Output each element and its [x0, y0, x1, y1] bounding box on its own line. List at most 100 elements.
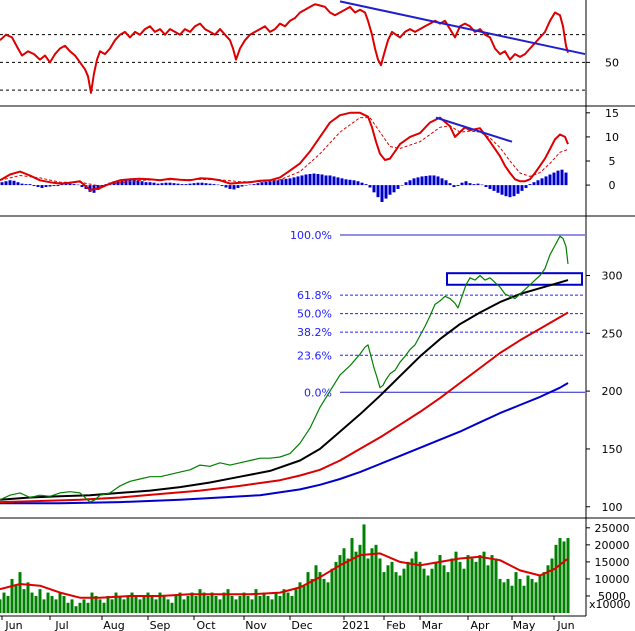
macd-histogram-bar: [452, 185, 456, 188]
volume-bar: [138, 599, 142, 613]
volume-bar: [490, 555, 494, 613]
volume-bar: [78, 602, 82, 613]
volume-bar: [498, 578, 502, 613]
volume-bar: [334, 561, 338, 613]
volume-bar: [2, 592, 6, 613]
volume-bar: [14, 585, 18, 613]
volume-bar: [558, 538, 562, 613]
volume-bar: [54, 599, 58, 613]
volume-bar: [566, 538, 570, 613]
volume-bar: [526, 575, 530, 613]
ma-long-line: [0, 382, 569, 505]
volume-bar: [10, 578, 14, 613]
macd-histogram-bar: [420, 176, 424, 186]
fibonacci-level-label: 23.6%: [297, 349, 332, 362]
macd-histogram-bar: [224, 185, 228, 188]
volume-bar: [262, 592, 266, 613]
volume-bar: [270, 599, 274, 613]
volume-bar: [126, 595, 130, 613]
volume-bar: [134, 595, 138, 613]
macd-histogram-bar: [140, 181, 144, 186]
volume-bar: [106, 595, 110, 613]
macd-histogram-bar: [388, 185, 392, 195]
volume-bar: [122, 599, 126, 613]
rsi-tick-label: 50: [605, 56, 619, 69]
macd-histogram-bar: [528, 184, 532, 186]
macd-histogram-bar: [492, 185, 496, 191]
volume-bar: [350, 538, 354, 613]
macd-histogram-bar: [188, 183, 192, 186]
volume-bar: [154, 599, 158, 613]
macd-line: [0, 111, 569, 191]
volume-bar: [414, 551, 418, 613]
macd-histogram-bar: [260, 182, 264, 186]
macd-histogram-bar: [116, 180, 120, 186]
volume-bar: [422, 568, 426, 613]
volume-bar: [482, 551, 486, 613]
volume-bar: [330, 568, 334, 613]
volume-bar: [34, 595, 38, 613]
macd-histogram-bar: [48, 185, 52, 187]
macd-histogram-bar: [200, 182, 204, 186]
macd-histogram-bar: [412, 178, 416, 186]
volume-bar: [186, 595, 190, 613]
macd-histogram-bar: [440, 178, 444, 186]
volume-bar: [222, 592, 226, 613]
fibonacci-level-label: 0.0%: [304, 386, 332, 399]
volume-bar: [446, 572, 450, 613]
macd-histogram-bar: [540, 178, 544, 186]
fibonacci-level-label: 50.0%: [297, 308, 332, 321]
volume-bar: [70, 599, 74, 613]
volume-bar: [542, 572, 546, 613]
macd-histogram-bar: [488, 185, 492, 189]
macd-histogram-bar: [504, 185, 508, 197]
macd-histogram-bar: [516, 185, 520, 194]
volume-bar: [522, 585, 526, 613]
macd-histogram-bar: [520, 185, 524, 191]
macd-histogram-bar: [32, 185, 36, 187]
macd-histogram-bar: [296, 176, 300, 186]
volume-bar: [394, 572, 398, 613]
x-axis-label: Jun: [4, 619, 22, 631]
macd-histogram-bar: [236, 185, 240, 188]
ma-mid-line: [0, 311, 569, 504]
macd-histogram-bar: [324, 175, 328, 186]
volume-bar: [506, 578, 510, 613]
macd-histogram-bar: [340, 178, 344, 186]
macd-histogram-bar: [172, 183, 176, 186]
macd-histogram-bar: [24, 184, 28, 186]
macd-histogram-bar: [472, 184, 476, 186]
volume-bar: [86, 602, 90, 613]
macd-histogram-bar: [332, 176, 336, 186]
x-axis-label: Mar: [422, 619, 443, 631]
macd-histogram-bar: [212, 184, 216, 186]
macd-histogram-bar: [28, 184, 32, 186]
macd-histogram-bar: [176, 183, 180, 186]
volume-bar: [322, 578, 326, 613]
volume-bar: [238, 595, 242, 613]
x-axis-label: Sep: [150, 619, 171, 631]
volume-bar: [114, 592, 118, 613]
volume-bar: [410, 558, 414, 613]
volume-bar: [282, 589, 286, 613]
volume-bar: [310, 578, 314, 613]
macd-histogram-bar: [536, 180, 540, 186]
macd-histogram-bar: [196, 182, 200, 186]
macd-histogram-bar: [292, 177, 296, 186]
macd-histogram-bar: [264, 181, 268, 186]
x-axis-label: Nov: [245, 619, 267, 631]
x-axis-label: Dec: [291, 619, 312, 631]
volume-tick-label: 15000: [595, 556, 630, 569]
macd-histogram-bar: [328, 175, 332, 186]
macd-histogram-bar: [252, 184, 256, 186]
volume-bar: [398, 575, 402, 613]
macd-histogram-bar: [480, 184, 484, 186]
volume-bar: [314, 565, 318, 613]
macd-histogram-bar: [416, 177, 420, 186]
volume-bar: [454, 551, 458, 613]
volume-bar: [378, 558, 382, 613]
macd-histogram-bar: [404, 182, 408, 186]
macd-histogram-bar: [464, 181, 468, 186]
macd-histogram-bar: [312, 173, 316, 186]
